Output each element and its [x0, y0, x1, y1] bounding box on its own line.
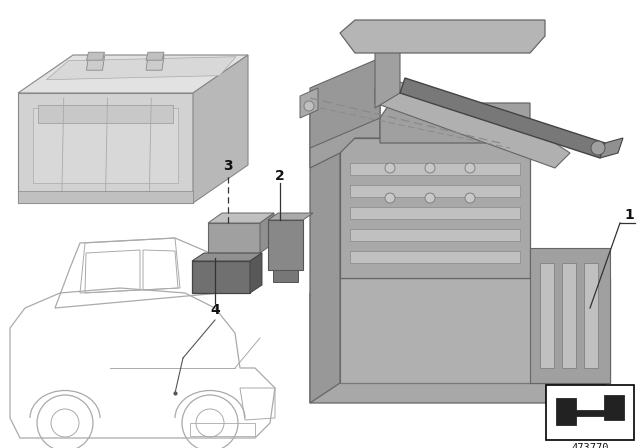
- Circle shape: [465, 163, 475, 173]
- Circle shape: [385, 163, 395, 173]
- Polygon shape: [310, 293, 610, 403]
- Polygon shape: [260, 213, 274, 253]
- Circle shape: [465, 193, 475, 203]
- Polygon shape: [250, 253, 262, 293]
- Polygon shape: [340, 20, 545, 53]
- Polygon shape: [562, 263, 576, 368]
- Polygon shape: [340, 138, 530, 278]
- Polygon shape: [18, 55, 248, 93]
- Polygon shape: [208, 223, 260, 253]
- Polygon shape: [273, 270, 298, 282]
- Polygon shape: [86, 56, 104, 70]
- Text: 4: 4: [210, 303, 220, 317]
- Circle shape: [425, 163, 435, 173]
- Polygon shape: [350, 185, 520, 197]
- Polygon shape: [340, 278, 610, 383]
- Polygon shape: [310, 83, 380, 168]
- Circle shape: [425, 193, 435, 203]
- Polygon shape: [268, 213, 313, 220]
- Polygon shape: [375, 28, 400, 108]
- Polygon shape: [192, 253, 262, 261]
- Polygon shape: [268, 220, 303, 270]
- Circle shape: [591, 141, 605, 155]
- Polygon shape: [530, 248, 610, 383]
- Polygon shape: [310, 128, 340, 403]
- Polygon shape: [380, 103, 530, 143]
- Text: 1: 1: [624, 208, 634, 222]
- Polygon shape: [540, 263, 554, 368]
- Polygon shape: [33, 108, 178, 183]
- Text: 473770: 473770: [572, 443, 609, 448]
- Polygon shape: [350, 229, 520, 241]
- Polygon shape: [350, 251, 520, 263]
- Polygon shape: [310, 58, 380, 148]
- Polygon shape: [350, 207, 520, 219]
- Polygon shape: [18, 191, 193, 203]
- Polygon shape: [86, 52, 104, 60]
- Circle shape: [304, 101, 314, 111]
- Polygon shape: [208, 213, 274, 223]
- Polygon shape: [600, 138, 623, 158]
- Polygon shape: [38, 105, 173, 123]
- Circle shape: [385, 193, 395, 203]
- Polygon shape: [300, 88, 318, 118]
- FancyBboxPatch shape: [546, 385, 634, 440]
- Text: 3: 3: [223, 159, 233, 173]
- Polygon shape: [146, 52, 164, 60]
- Polygon shape: [584, 263, 598, 368]
- Polygon shape: [146, 56, 164, 70]
- Polygon shape: [400, 78, 605, 158]
- Text: 2: 2: [275, 169, 285, 183]
- Polygon shape: [350, 163, 520, 175]
- Polygon shape: [18, 93, 193, 203]
- Polygon shape: [375, 78, 570, 168]
- Polygon shape: [556, 395, 624, 425]
- Polygon shape: [47, 57, 236, 80]
- Polygon shape: [193, 55, 248, 203]
- Polygon shape: [192, 261, 250, 293]
